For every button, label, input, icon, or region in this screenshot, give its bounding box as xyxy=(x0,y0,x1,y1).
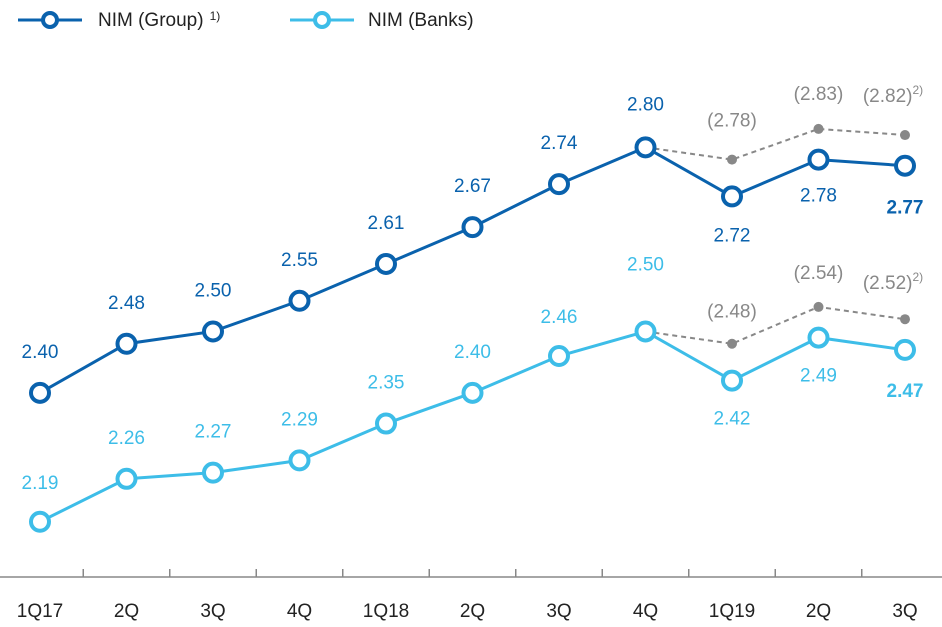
data-label: 2.47 xyxy=(887,381,924,402)
label-text: (2.54) xyxy=(794,263,844,284)
adjusted-marker xyxy=(727,154,737,165)
marker xyxy=(461,381,484,404)
marker xyxy=(375,252,397,275)
marker xyxy=(375,412,397,435)
x-tick-label: 2Q xyxy=(460,601,485,622)
x-tick-label: 3Q xyxy=(200,601,225,622)
data-label: 2.48 xyxy=(108,293,145,314)
x-tick-label: 2Q xyxy=(806,601,831,622)
adjusted-label: (2.82)2) xyxy=(863,83,923,107)
data-label: 2.40 xyxy=(454,342,491,363)
adjusted-label: (2.78) xyxy=(707,111,757,132)
marker xyxy=(115,332,138,355)
legend-marker xyxy=(313,11,331,29)
marker xyxy=(634,320,657,343)
x-tick-label: 3Q xyxy=(546,601,571,622)
data-label: 2.49 xyxy=(800,366,837,387)
legend-label: NIM (Group) 1) xyxy=(98,9,220,31)
marker xyxy=(721,185,743,208)
adjusted-marker xyxy=(727,338,737,349)
legend-note: 1) xyxy=(210,9,221,23)
marker xyxy=(288,289,311,312)
data-label: 2.50 xyxy=(195,280,232,301)
marker xyxy=(721,369,743,392)
x-tick-label: 1Q17 xyxy=(17,601,63,622)
adjusted-line xyxy=(645,305,906,345)
data-label: 2.46 xyxy=(541,307,578,328)
label-note: 2) xyxy=(912,83,923,97)
marker xyxy=(288,449,311,472)
marker xyxy=(807,148,830,171)
label-text: (2.83) xyxy=(794,84,844,105)
adjusted-marker xyxy=(813,123,824,134)
adjusted-marker xyxy=(900,130,910,141)
marker xyxy=(115,467,138,490)
legend: NIM (Group) 1) NIM (Banks) xyxy=(18,9,474,31)
data-label: 2.77 xyxy=(887,198,924,219)
label-text: (2.78) xyxy=(707,111,757,132)
x-tick-label: 3Q xyxy=(892,601,917,622)
data-label: 2.61 xyxy=(368,213,405,234)
marker xyxy=(894,338,916,361)
data-label: 2.26 xyxy=(108,428,145,449)
data-label: 2.40 xyxy=(22,342,59,363)
adjusted-marker xyxy=(813,301,824,312)
x-tick-label: 1Q19 xyxy=(709,601,755,622)
marker xyxy=(634,136,657,159)
marker xyxy=(29,510,51,533)
data-label: 2.72 xyxy=(714,225,751,246)
x-tick-label: 2Q xyxy=(114,601,139,622)
data-label: 2.74 xyxy=(541,133,578,154)
marker xyxy=(894,154,916,177)
marker xyxy=(548,173,570,196)
x-tick-label: 4Q xyxy=(287,601,312,622)
data-label: 2.27 xyxy=(195,422,232,443)
data-label: 2.78 xyxy=(800,186,837,207)
x-tick-label: 1Q18 xyxy=(363,601,409,622)
label-text: (2.48) xyxy=(707,302,757,323)
label-text: (2.82) xyxy=(863,86,913,107)
adjusted-line xyxy=(645,127,906,161)
legend-marker xyxy=(41,11,59,29)
marker xyxy=(461,216,484,239)
data-label: 2.55 xyxy=(281,250,318,271)
marker xyxy=(202,320,224,343)
data-label: 2.67 xyxy=(454,176,491,197)
data-label: 2.29 xyxy=(281,409,318,430)
x-tick-label: 4Q xyxy=(633,601,658,622)
marker xyxy=(202,461,224,484)
data-label: 2.50 xyxy=(627,254,664,275)
data-label: 2.42 xyxy=(714,409,751,430)
label-note: 2) xyxy=(912,270,923,284)
data-label: 2.80 xyxy=(627,94,664,115)
label-text: (2.52) xyxy=(863,273,913,294)
adjusted-marker xyxy=(900,314,910,325)
data-label: 2.19 xyxy=(22,473,59,494)
adjusted-label: (2.83) xyxy=(794,84,844,105)
legend-text: NIM (Group) xyxy=(98,10,204,31)
legend-label: NIM (Banks) xyxy=(368,10,474,31)
adjusted-label: (2.54) xyxy=(794,263,844,284)
marker xyxy=(807,326,830,349)
adjusted-label: (2.52)2) xyxy=(863,270,923,294)
data-label: 2.35 xyxy=(368,373,405,394)
marker xyxy=(548,345,570,368)
marker xyxy=(29,381,51,404)
adjusted-label: (2.48) xyxy=(707,302,757,323)
